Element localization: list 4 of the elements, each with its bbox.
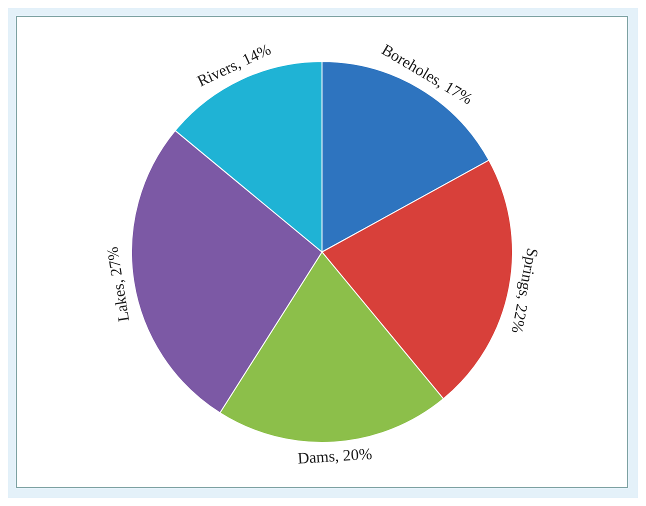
slice-label: Springs, 22% bbox=[508, 246, 541, 335]
slice-label: Rivers, 14% bbox=[194, 41, 274, 90]
slice-label: Dams, 20% bbox=[297, 446, 373, 468]
slice-label: Lakes, 27% bbox=[104, 246, 134, 323]
